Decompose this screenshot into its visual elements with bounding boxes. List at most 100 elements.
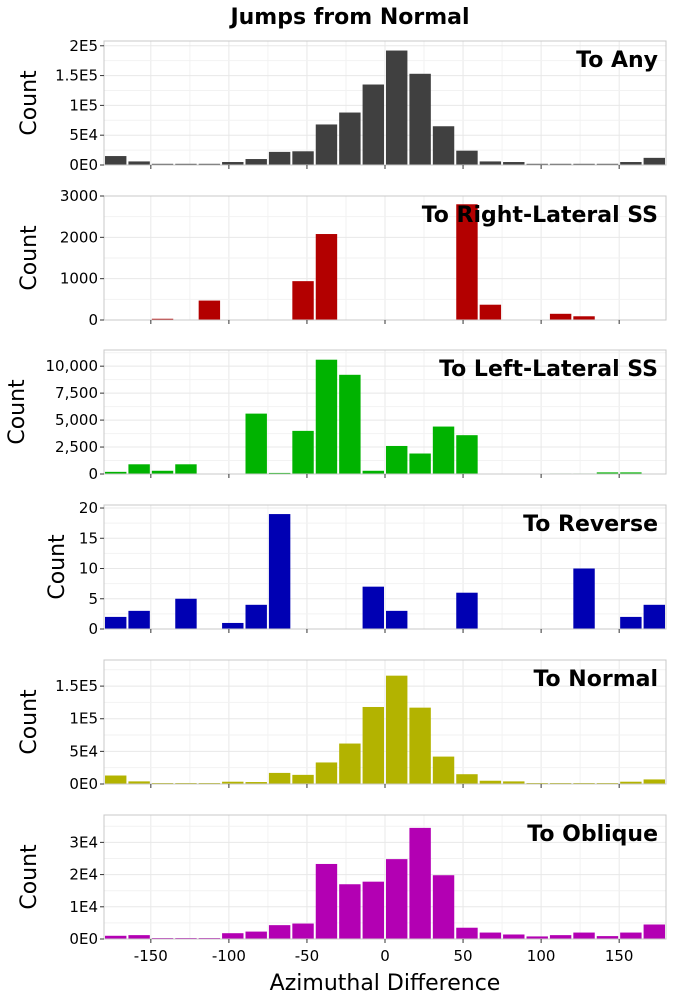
histogram-bar: [292, 923, 314, 939]
histogram-bar: [198, 163, 221, 165]
histogram-bar: [105, 935, 127, 939]
y-axis-title: Count: [5, 379, 30, 445]
histogram-bar: [549, 935, 572, 939]
histogram-bar: [362, 586, 384, 629]
panel-4: 0E0 5E4 1E5 1.5E5 To Normal Count: [17, 659, 667, 793]
histogram-bar: [643, 604, 665, 629]
histogram-bar: [386, 610, 408, 629]
histogram-bar: [620, 781, 642, 784]
y-tick-label: 3E4: [69, 833, 98, 851]
histogram-bar: [268, 151, 291, 165]
panel-label: To Reverse: [523, 512, 658, 537]
histogram-bar: [409, 453, 431, 474]
histogram-bar: [245, 931, 267, 939]
histogram-bar: [409, 827, 431, 939]
histogram-bar: [128, 935, 150, 939]
histogram-bar: [456, 435, 478, 474]
histogram-bar: [292, 774, 314, 784]
histogram-bar: [503, 934, 525, 939]
histogram-bar: [339, 112, 361, 165]
histogram-bar: [456, 592, 478, 629]
y-tick-label: 1E5: [69, 710, 98, 728]
y-axis-title: Count: [45, 534, 70, 600]
histogram-bar: [175, 163, 197, 165]
x-tick-label: -150: [134, 947, 168, 965]
x-axis: -150 -100 -50 0 50 100 150: [134, 947, 634, 965]
panel-label: To Left-Lateral SS: [439, 357, 658, 382]
histogram-bar: [456, 150, 478, 165]
histogram-bar: [503, 162, 525, 165]
y-tick-label: 0: [88, 311, 98, 329]
histogram-bar: [432, 126, 455, 165]
x-tick-label: 50: [454, 947, 473, 965]
histogram-bar: [245, 413, 267, 474]
histogram-bar: [620, 162, 642, 165]
histogram-bar: [456, 774, 478, 784]
y-tick-label: 5: [88, 590, 98, 608]
histogram-bar: [573, 932, 595, 939]
histogram-bar: [549, 313, 572, 320]
chart-title: Jumps from Normal: [228, 5, 469, 30]
histogram-bar: [222, 781, 244, 784]
histogram-bar: [503, 781, 525, 784]
x-tick-label: 150: [605, 947, 634, 965]
histogram-bar: [573, 163, 595, 165]
histogram-bar: [315, 762, 338, 784]
histogram-bar: [596, 472, 619, 474]
panel-5: 0E0 1E4 2E4 3E4 To Oblique Count: [17, 814, 667, 948]
histogram-bar: [573, 568, 595, 629]
y-axis-title: Count: [17, 225, 42, 291]
panel-1: 0 1000 2000 3000 To Right-Lateral SS Count: [17, 187, 667, 329]
histogram-bar: [128, 464, 150, 474]
histogram-bar: [198, 300, 221, 320]
y-tick-label: 2,500: [55, 438, 98, 456]
x-tick-label: 100: [527, 947, 556, 965]
x-axis-title: Azimuthal Difference: [270, 971, 501, 996]
histogram-bar: [620, 472, 642, 474]
histogram-bar: [456, 204, 478, 320]
y-tick-label: 20: [79, 499, 98, 517]
histogram-bar: [456, 927, 478, 939]
histogram-bar: [386, 859, 408, 939]
histogram-bar: [245, 604, 267, 629]
histogram-bar: [315, 863, 338, 939]
histogram-bar: [175, 598, 197, 629]
y-tick-label: 10,000: [46, 357, 99, 375]
histogram-bar: [409, 73, 431, 165]
histogram-bar: [362, 881, 384, 939]
panel-label: To Right-Lateral SS: [422, 203, 658, 228]
histogram-bar: [362, 706, 384, 784]
histogram-bar: [479, 780, 502, 784]
y-tick-label: 0E0: [69, 930, 98, 948]
y-axis-title: Count: [17, 70, 42, 136]
histogram-bar: [479, 304, 502, 320]
histogram-bar: [128, 781, 150, 784]
histogram-bar: [526, 163, 548, 165]
histogram-bar: [409, 707, 431, 784]
histogram-bar: [573, 316, 595, 320]
histogram-bar: [479, 161, 502, 165]
histogram-bar: [245, 159, 267, 165]
histogram-bar: [292, 430, 314, 474]
histogram-bar: [315, 359, 338, 474]
histogram-bar: [596, 936, 619, 939]
panel-3: 0 5 10 15 20 To Reverse Count: [45, 499, 667, 638]
histogram-bar: [268, 925, 291, 939]
y-tick-label: 15: [79, 529, 98, 547]
y-tick-label: 1E5: [69, 96, 98, 114]
y-tick-label: 0E0: [69, 156, 98, 174]
histogram-bar: [339, 374, 361, 474]
histogram-bar: [479, 932, 502, 939]
panel-0: 0E0 5E4 1E5 1.5E5 2E5 To Any Count: [17, 37, 667, 174]
y-tick-label: 0E0: [69, 775, 98, 793]
histogram-bar: [222, 933, 244, 939]
panel-label: To Oblique: [527, 822, 658, 847]
histogram-bar: [549, 163, 572, 165]
histogram-bar: [526, 936, 548, 939]
y-tick-label: 0: [88, 620, 98, 638]
histogram-bar: [292, 151, 314, 165]
histogram-bar: [432, 875, 455, 939]
y-tick-label: 1000: [60, 270, 98, 288]
